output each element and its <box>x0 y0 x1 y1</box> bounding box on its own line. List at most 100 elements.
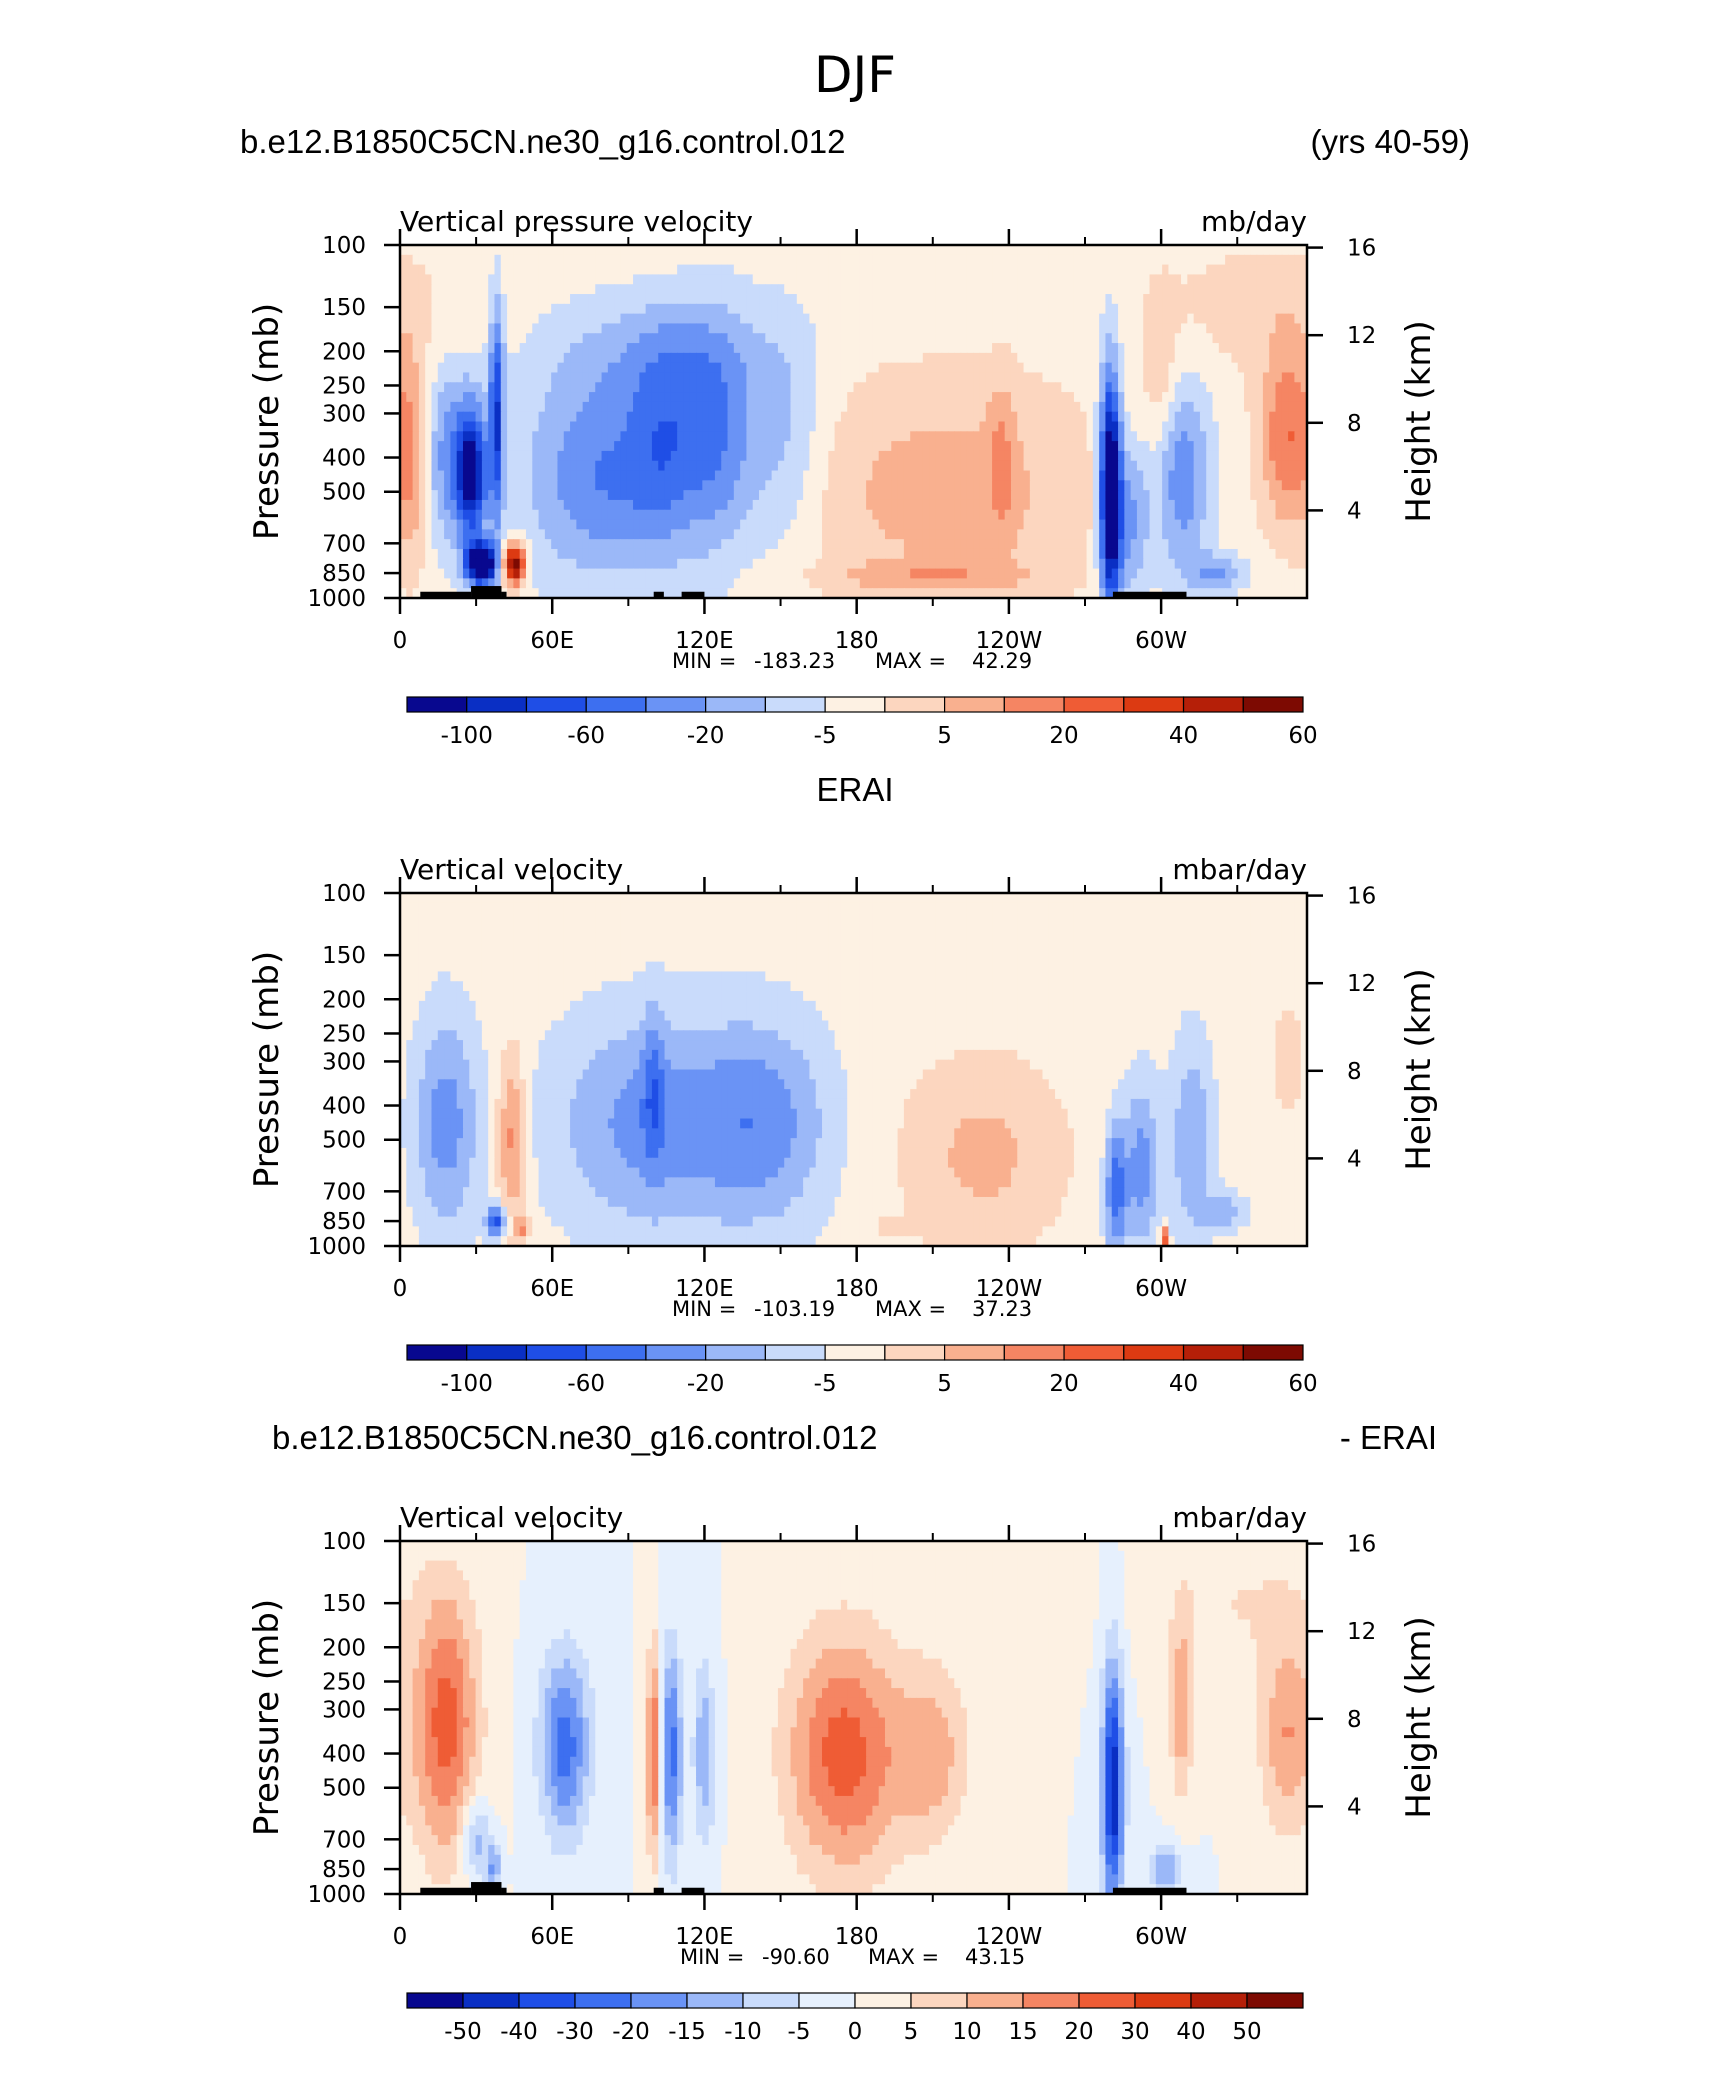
field-cell <box>985 421 993 432</box>
field-cell <box>563 490 571 501</box>
field-cell <box>1073 470 1081 481</box>
field-cell <box>437 480 445 491</box>
field-cell <box>557 245 565 256</box>
field-cell <box>1105 450 1113 462</box>
field-cell <box>651 392 659 403</box>
field-cell <box>551 548 559 560</box>
field-cell <box>1149 431 1157 442</box>
field-cell <box>859 509 867 521</box>
field-cell <box>1300 539 1308 550</box>
field-cell <box>1187 558 1195 570</box>
field-cell <box>1275 401 1283 413</box>
field-cell <box>677 323 685 334</box>
field-cell <box>1174 392 1182 403</box>
field-cell <box>765 421 773 432</box>
field-cell <box>979 480 987 491</box>
field-cell <box>588 343 596 354</box>
field-cell <box>481 568 489 579</box>
field-cell <box>815 343 823 354</box>
field-cell <box>740 539 748 550</box>
field-cell <box>532 558 540 570</box>
field-cell <box>1244 529 1251 540</box>
field-cell <box>1099 323 1107 334</box>
field-cell <box>809 431 817 442</box>
field-cell <box>1206 460 1214 472</box>
field-cell <box>1181 294 1188 305</box>
field-cell <box>1149 421 1157 432</box>
field-cell <box>626 303 634 315</box>
field-cell <box>620 294 628 305</box>
panel-right-title: (yrs 40-59) <box>1310 123 1470 160</box>
field-cell <box>670 362 678 374</box>
field-cell <box>563 362 571 374</box>
field-cell <box>752 372 760 383</box>
field-cell <box>626 333 634 344</box>
field-cell <box>878 382 886 393</box>
field-cell <box>1124 294 1132 305</box>
field-cell <box>551 411 559 423</box>
field-cell <box>544 568 552 579</box>
field-cell <box>1168 450 1176 462</box>
field-cell <box>998 539 1006 550</box>
field-cell <box>979 421 987 432</box>
field-cell <box>1099 568 1107 579</box>
field-cell <box>664 431 672 442</box>
field-cell <box>992 372 999 383</box>
field-cell <box>513 460 521 472</box>
field-cell <box>513 323 521 334</box>
field-cell <box>897 539 905 550</box>
field-cell <box>1218 509 1226 521</box>
field-cell <box>1143 401 1151 413</box>
field-cell <box>903 539 911 550</box>
field-cell <box>733 313 741 325</box>
field-cell <box>815 539 823 550</box>
field-cell <box>840 343 848 354</box>
field-cell <box>519 470 527 481</box>
field-cell <box>538 529 546 540</box>
field-cell <box>992 392 999 403</box>
field-cell <box>557 539 565 550</box>
field-cell <box>840 529 848 540</box>
field-cell <box>507 254 514 266</box>
field-cell <box>475 343 483 354</box>
field-cell <box>469 578 477 589</box>
field-cell <box>960 421 968 432</box>
field-cell <box>790 450 798 462</box>
field-cell <box>1199 274 1207 285</box>
field-cell <box>651 401 659 413</box>
field-cell <box>1206 411 1214 423</box>
field-cell <box>513 450 521 462</box>
field-cell <box>891 411 899 423</box>
field-cell <box>1193 519 1201 530</box>
field-cell <box>607 284 615 295</box>
field-cell <box>910 519 918 530</box>
field-cell <box>903 470 911 481</box>
field-cell <box>771 401 779 413</box>
field-cell <box>626 578 634 589</box>
field-cell <box>500 303 508 315</box>
field-cell <box>689 470 697 481</box>
field-cell <box>538 450 546 462</box>
field-cell <box>406 254 414 266</box>
field-cell <box>1187 450 1195 462</box>
field-cell <box>1187 421 1195 432</box>
field-cell <box>973 568 981 579</box>
field-cell <box>645 392 653 403</box>
field-cell <box>1061 284 1069 295</box>
field-cell <box>1010 401 1018 413</box>
field-cell <box>702 274 710 285</box>
field-cell <box>1237 303 1245 315</box>
field-cell <box>1029 245 1037 256</box>
field-cell <box>494 421 502 432</box>
field-cell <box>677 441 685 452</box>
field-cell <box>1155 568 1163 579</box>
field-cell <box>922 421 930 432</box>
field-cell <box>878 519 886 530</box>
field-cell <box>1174 421 1182 432</box>
field-cell <box>1244 450 1251 462</box>
field-cell <box>538 303 546 315</box>
field-cell <box>683 411 691 423</box>
field-cell <box>1136 499 1144 511</box>
field-cell <box>507 578 514 589</box>
field-cell <box>488 411 496 423</box>
